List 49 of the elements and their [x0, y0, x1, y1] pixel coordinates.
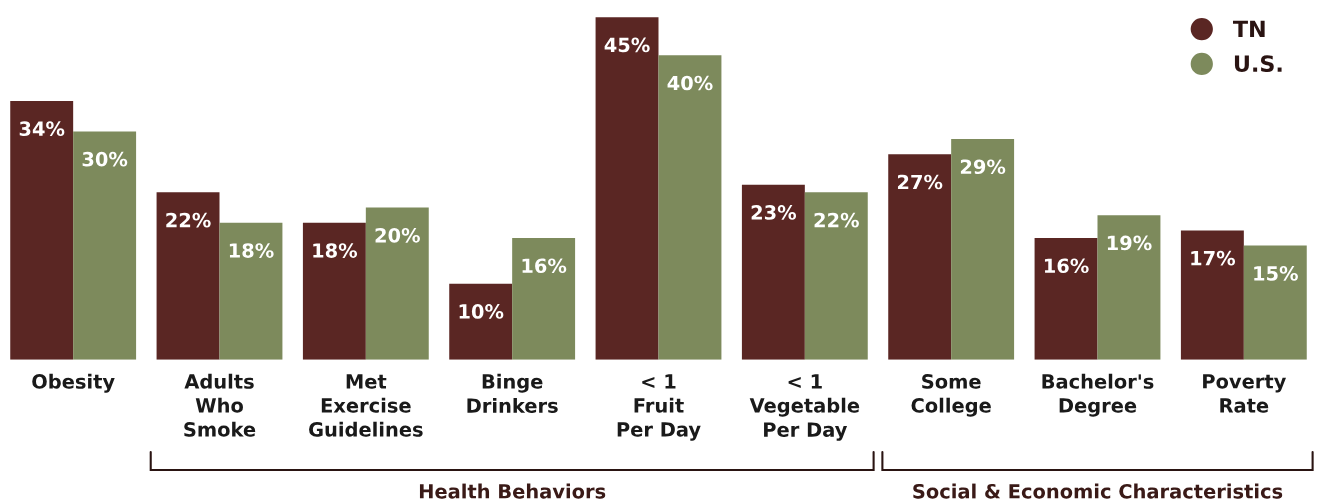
data-label: 22% — [166, 212, 211, 228]
bar — [888, 154, 952, 360]
bar — [73, 131, 137, 360]
bar — [741, 184, 805, 360]
data-label: 45% — [604, 37, 650, 53]
data-label: 16% — [1044, 258, 1089, 274]
data-label: 23% — [751, 205, 797, 220]
bar — [302, 222, 366, 360]
data-label: 18% — [313, 243, 358, 258]
data-label: 20% — [375, 227, 420, 243]
bar — [804, 192, 868, 360]
x-tick-label: Met Exercise Guidelines — [309, 374, 423, 437]
data-label: 40% — [667, 75, 713, 91]
bar — [1180, 230, 1244, 360]
data-label: 10% — [459, 304, 504, 319]
data-label: 15% — [1254, 266, 1298, 281]
x-tick-label: Poverty Rate — [1203, 374, 1286, 413]
bar — [512, 238, 576, 360]
x-tick-label: Obesity — [32, 373, 115, 393]
data-label: 19% — [1107, 235, 1152, 251]
x-tick-label: Binge Drinkers — [467, 373, 558, 413]
data-label: 30% — [82, 151, 128, 167]
bar — [365, 207, 429, 360]
x-tick-label: Adults Who Smoke — [184, 373, 256, 437]
data-label: 22% — [814, 212, 859, 228]
bar — [1097, 215, 1161, 360]
text: Health Behaviors — [419, 483, 606, 499]
data-label: 27% — [897, 174, 943, 190]
legend-label: TN — [1233, 20, 1265, 37]
bar — [1243, 245, 1307, 360]
bar — [449, 283, 513, 360]
bar — [156, 192, 220, 360]
x-tick-label: < 1 Fruit Per Day — [617, 374, 701, 441]
data-label: 16% — [522, 258, 567, 274]
x-tick-label: Some College — [911, 374, 991, 417]
data-label: 17% — [1191, 250, 1236, 266]
data-label: 29% — [960, 159, 1006, 175]
data-label: 18% — [229, 243, 274, 258]
bar — [219, 222, 283, 360]
x-tick-label: < 1 Vegetable Per Day — [749, 374, 860, 441]
bar — [595, 17, 659, 360]
x-tick-label: Bachelor's Degree — [1042, 373, 1154, 417]
bar — [1034, 238, 1098, 360]
data-label: 34% — [19, 121, 65, 137]
legend-label: U.S. — [1234, 55, 1282, 73]
bar — [951, 138, 1015, 360]
bar — [10, 100, 74, 360]
bar — [658, 55, 722, 360]
text: Social & Economic Characteristics — [913, 483, 1283, 499]
